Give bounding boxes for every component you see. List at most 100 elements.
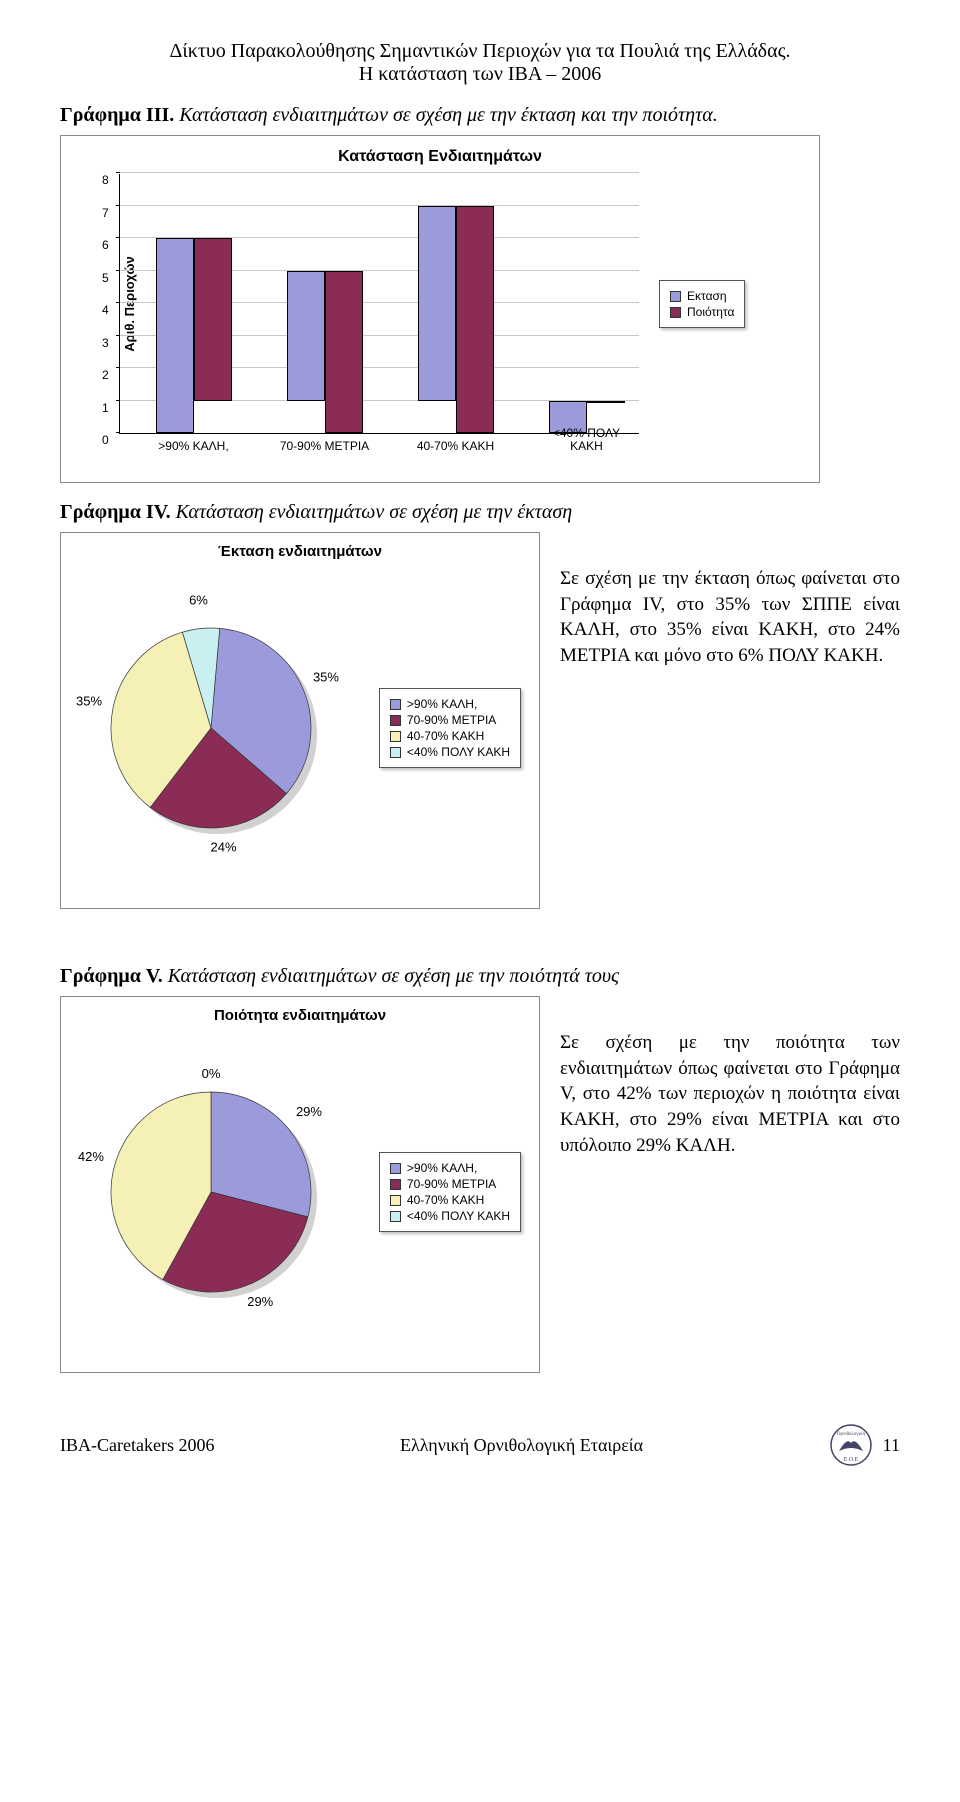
pie2-wrap: 29% 29% 42% 0% >90% ΚΑΛΗ, 70-90% ΜΕΤΡΙΑ 40-70… (71, 1032, 529, 1362)
y-tick-label: 1 (102, 401, 109, 415)
caption-3-rest: Κατάσταση ενδιαιτημάτων σε σχέση με την … (174, 104, 717, 126)
pie1-svg: 35% 24% 35% 6% (71, 568, 371, 898)
pie-slice-label: 24% (211, 839, 237, 854)
x-tick-label: 70-90% ΜΕΤΡΙΑ (265, 440, 385, 453)
legend-swatch (390, 1179, 401, 1190)
bar-chart-plot: Αριθ. Περιοχών 012345678>90% ΚΑΛΗ,70-90%… (119, 174, 639, 434)
pie-slice-label: 29% (247, 1294, 273, 1309)
legend-row: <40% ΠΟΛΥ ΚΑΚΗ (390, 1209, 510, 1223)
pie1-title: Έκταση ενδιαιτημάτων (71, 543, 529, 560)
pie2-frame: Ποιότητα ενδιαιτημάτων 29% 29% 42% 0% >90% … (60, 996, 540, 1373)
x-tick-label: 40-70% ΚΑΚΗ (396, 440, 516, 453)
legend-row: >90% ΚΑΛΗ, (390, 697, 510, 711)
x-tick-label: <40% ΠΟΛΥΚΑΚΗ (527, 427, 647, 453)
footer-left: IBA-Caretakers 2006 (60, 1435, 214, 1456)
bar-chart-legend: Εκταση Ποιότητα (659, 280, 745, 328)
legend-swatch (390, 747, 401, 758)
pie-slice-label: 42% (78, 1149, 104, 1164)
y-tick-label: 5 (102, 271, 109, 285)
legend-label: <40% ΠΟΛΥ ΚΑΚΗ (407, 1209, 510, 1223)
pie1-row: Έκταση ενδιαιτημάτων 35% 24% 35% 6% >90% ΚΑ… (60, 532, 900, 909)
bar-group (418, 206, 494, 434)
caption-chart-4: Γράφημα IV. Κατάσταση ενδιαιτημάτων σε σ… (60, 501, 900, 524)
x-tick-label: >90% ΚΑΛΗ, (134, 440, 254, 453)
bar (194, 238, 232, 401)
legend-row: Εκταση (670, 289, 734, 303)
pie2-legend: >90% ΚΑΛΗ, 70-90% ΜΕΤΡΙΑ 40-70% ΚΑΚΗ <40% Π… (379, 1152, 521, 1232)
legend-swatch (390, 699, 401, 710)
caption-5-rest: Κατάσταση ενδιαιτημάτων σε σχέση με την … (163, 965, 619, 987)
bar (156, 238, 194, 433)
y-tick-label: 4 (102, 303, 109, 317)
legend-row: >90% ΚΑΛΗ, (390, 1161, 510, 1175)
pie2-side-text: Σε σχέση με την ποιότητα των ενδιαιτημάτ… (560, 1030, 900, 1158)
legend-label: <40% ΠΟΛΥ ΚΑΚΗ (407, 745, 510, 759)
bar (325, 271, 363, 434)
footer-center: Ελληνική Ορνιθολογική Εταιρεία (400, 1435, 643, 1456)
legend-swatch (390, 731, 401, 742)
legend-row: 40-70% ΚΑΚΗ (390, 1193, 510, 1207)
pie1-wrap: 35% 24% 35% 6% >90% ΚΑΛΗ, 70-90% ΜΕΤΡΙΑ 40-70… (71, 568, 529, 898)
caption-3-label: Γράφημα III. (60, 104, 174, 126)
legend-swatch (670, 291, 681, 302)
svg-text:Ορνιθολογική: Ορνιθολογική (837, 1432, 866, 1437)
y-tick-label: 2 (102, 368, 109, 382)
caption-5-label: Γράφημα V. (60, 965, 163, 987)
y-tick-label: 3 (102, 336, 109, 350)
caption-4-label: Γράφημα IV. (60, 501, 171, 523)
pie-slice-label: 35% (76, 694, 102, 709)
legend-swatch (670, 307, 681, 318)
bar (456, 206, 494, 434)
legend-row: 70-90% ΜΕΤΡΙΑ (390, 1177, 510, 1191)
legend-box: >90% ΚΑΛΗ, 70-90% ΜΕΤΡΙΑ 40-70% ΚΑΚΗ <40% Π… (379, 688, 521, 768)
pie-slice-label: 6% (189, 593, 208, 608)
caption-4-rest: Κατάσταση ενδιαιτημάτων σε σχέση με την … (171, 501, 573, 523)
legend-label: 70-90% ΜΕΤΡΙΑ (407, 1177, 496, 1191)
legend-label: 70-90% ΜΕΤΡΙΑ (407, 713, 496, 727)
doc-title-line2: Η κατάσταση των ΙΒΑ – 2006 (60, 63, 900, 86)
bar-group (287, 271, 363, 434)
pie1-side-text: Σε σχέση με την έκταση όπως φαίνεται στο… (560, 566, 900, 669)
pie-slice-label: 35% (313, 670, 339, 685)
legend-label: >90% ΚΑΛΗ, (407, 1161, 477, 1175)
legend-label: Ποιότητα (687, 305, 734, 319)
caption-chart-5: Γράφημα V. Κατάσταση ενδιαιτημάτων σε σχ… (60, 965, 900, 988)
caption-chart-3: Γράφημα III. Κατάσταση ενδιαιτημάτων σε … (60, 104, 900, 127)
legend-swatch (390, 1163, 401, 1174)
y-tick-label: 0 (102, 433, 109, 447)
legend-row: 70-90% ΜΕΤΡΙΑ (390, 713, 510, 727)
legend-label: 40-70% ΚΑΚΗ (407, 729, 484, 743)
pie1-legend: >90% ΚΑΛΗ, 70-90% ΜΕΤΡΙΑ 40-70% ΚΑΚΗ <40% Π… (379, 688, 521, 768)
legend-label: 40-70% ΚΑΚΗ (407, 1193, 484, 1207)
legend-row: Ποιότητα (670, 305, 734, 319)
pie1-frame: Έκταση ενδιαιτημάτων 35% 24% 35% 6% >90% ΚΑ… (60, 532, 540, 909)
legend-box: >90% ΚΑΛΗ, 70-90% ΜΕΤΡΙΑ 40-70% ΚΑΚΗ <40% Π… (379, 1152, 521, 1232)
y-tick-label: 6 (102, 238, 109, 252)
legend-label: >90% ΚΑΛΗ, (407, 697, 477, 711)
doc-header: Δίκτυο Παρακολούθησης Σημαντικών Περιοχώ… (60, 40, 900, 86)
pie2-svg: 29% 29% 42% 0% (71, 1032, 371, 1362)
y-tick-label: 7 (102, 206, 109, 220)
y-tick-label: 8 (102, 173, 109, 187)
svg-text:Ε.Ο.Ε: Ε.Ο.Ε (843, 1457, 858, 1463)
bar (287, 271, 325, 401)
pie-slice-label: 0% (202, 1066, 221, 1081)
bar-chart-title: Κατάσταση Ενδιαιτημάτων (79, 148, 801, 166)
footer-logo-icon: Ορνιθολογική Ε.Ο.Ε (829, 1423, 873, 1467)
pie2-row: Ποιότητα ενδιαιτημάτων 29% 29% 42% 0% >90% … (60, 996, 900, 1373)
doc-title-line1: Δίκτυο Παρακολούθησης Σημαντικών Περιοχώ… (60, 40, 900, 63)
bar (587, 401, 625, 403)
bar-chart-area: Αριθ. Περιοχών 012345678>90% ΚΑΛΗ,70-90%… (79, 174, 801, 434)
legend-box: Εκταση Ποιότητα (659, 280, 745, 328)
legend-label: Εκταση (687, 289, 727, 303)
footer-page: 11 (883, 1435, 900, 1456)
legend-swatch (390, 1195, 401, 1206)
pie-slice-label: 29% (296, 1104, 322, 1119)
legend-row: 40-70% ΚΑΚΗ (390, 729, 510, 743)
legend-swatch (390, 715, 401, 726)
pie2-title: Ποιότητα ενδιαιτημάτων (71, 1007, 529, 1024)
page-footer: IBA-Caretakers 2006 Ελληνική Ορνιθολογικ… (60, 1423, 900, 1467)
legend-swatch (390, 1211, 401, 1222)
bar-group (156, 238, 232, 433)
bar-chart-frame: Κατάσταση Ενδιαιτημάτων Αριθ. Περιοχών 0… (60, 135, 820, 483)
